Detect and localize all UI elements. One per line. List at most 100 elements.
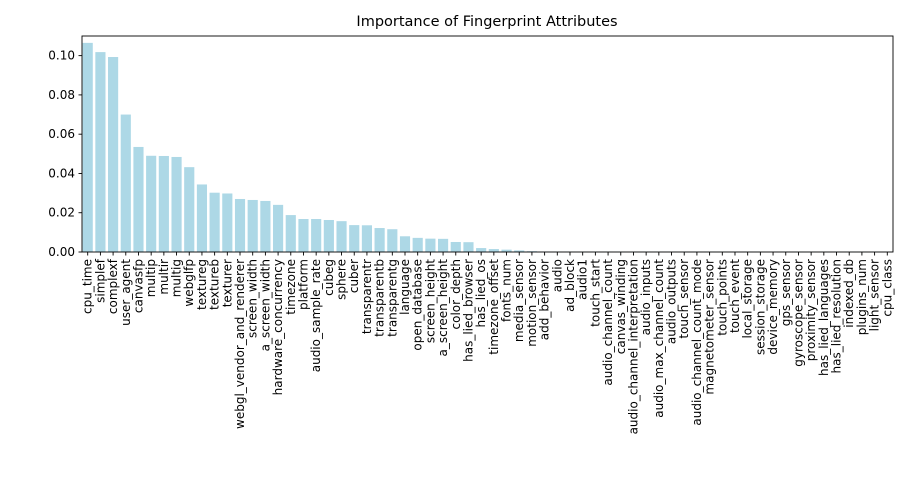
x-tick-label: timezone_offset [487, 259, 501, 355]
x-tick-label: language [398, 259, 412, 315]
chart-title: Importance of Fingerprint Attributes [356, 14, 617, 30]
y-tick-label: 0.00 [48, 245, 75, 259]
x-axis-ticks: cpu_timesimplefcomplexfuser_agentcanvasf… [81, 252, 894, 434]
x-tick-label: cpu_class [880, 259, 894, 317]
bar-multig [171, 156, 182, 252]
x-tick-label: proximity_sensor [804, 259, 818, 361]
x-tick-label: canvas_winding [614, 259, 628, 354]
x-tick-label: timezone [284, 259, 298, 315]
x-tick-label: audio_channel_count [601, 259, 615, 386]
x-tick-label: has_lied_os [474, 259, 488, 327]
bar-platform [298, 219, 309, 252]
x-tick-label: hardware_concurrency [271, 259, 285, 395]
x-tick-label: textureb [208, 259, 222, 310]
x-tick-label: transparentr [360, 259, 374, 334]
x-tick-label: magnetometer_sensor [703, 259, 717, 395]
x-tick-label: a_screen_height [436, 259, 450, 357]
bar-transparentr [361, 225, 372, 252]
bar-has_lied_os [476, 248, 487, 252]
bar-a_screen_height [438, 238, 449, 252]
bar-simplef [95, 52, 106, 252]
x-tick-label: simplef [93, 258, 107, 303]
x-tick-label: screen_height [423, 259, 437, 343]
bars-group [82, 42, 893, 253]
x-tick-label: add_behavior [538, 259, 552, 340]
bar-complexf [108, 57, 119, 253]
bar-textureb [209, 192, 220, 252]
x-tick-label: has_lied_languages [817, 259, 831, 376]
x-tick-label: texturer [220, 259, 234, 307]
x-tick-label: indexed_db [842, 259, 856, 328]
y-axis-ticks: 0.00 0.02 0.04 0.06 0.08 0.10 [48, 49, 82, 259]
bar-sphere [336, 221, 347, 252]
x-tick-label: audio_sample_rate [309, 259, 323, 372]
x-tick-label: gyroscope_sensor [791, 259, 805, 367]
x-tick-label: webgl_vendor_and_renderer [233, 259, 247, 429]
bar-user_agent [120, 114, 131, 252]
bar-textureg [196, 184, 208, 252]
bar-cpu_time [82, 42, 93, 253]
bar-language [399, 236, 411, 252]
y-tick-label: 0.02 [48, 206, 75, 220]
x-tick-label: sphere [335, 259, 349, 300]
bar-screen_width [247, 199, 258, 252]
bar-texturer [222, 193, 233, 252]
bar-transparentg [387, 229, 398, 252]
bar-webgl_vendor_and_renderer [234, 198, 246, 252]
x-tick-label: transparentg [385, 259, 399, 337]
bar-audio_sample_rate [311, 219, 322, 252]
bar-open_database [412, 237, 423, 252]
bar-multip [146, 155, 157, 252]
x-tick-label: session_storage [753, 259, 767, 355]
x-tick-label: platform [296, 259, 310, 310]
x-tick-label: ad_block [563, 259, 577, 312]
x-tick-label: touch_points [715, 259, 729, 336]
x-tick-label: multip [144, 259, 158, 297]
x-tick-label: canvasfp [131, 259, 145, 313]
plot-frame [81, 35, 894, 253]
bar-multir [158, 155, 169, 252]
bar-cubeg [323, 219, 334, 252]
bar-screen_height [425, 238, 436, 252]
x-tick-label: audio_channel_count_mode [690, 259, 704, 426]
x-tick-label: multig [170, 259, 184, 297]
x-tick-label: cpu_time [81, 259, 95, 314]
x-tick-label: device_memory [766, 259, 780, 355]
x-tick-label: transparentb [373, 259, 387, 337]
bar-a_screen_width [260, 200, 271, 252]
bar-hardware_concurrency [273, 204, 284, 252]
bar-webglfp [184, 167, 195, 252]
y-tick-label: 0.04 [48, 166, 75, 180]
bar-color_depth [450, 241, 461, 252]
x-tick-label: gps_sensor [779, 259, 793, 326]
bar-has_lied_browser [463, 242, 474, 252]
bar-fonts_num [501, 249, 512, 252]
x-tick-label: open_database [411, 259, 425, 351]
x-tick-label: audio1 [576, 259, 590, 300]
x-tick-label: plugins_num [855, 259, 869, 335]
bar-transparentb [374, 228, 385, 252]
x-tick-label: local_storage [741, 259, 755, 339]
x-tick-label: cuber [347, 259, 361, 293]
x-tick-label: has_lied_resolution [830, 259, 844, 373]
x-tick-label: touch_event [728, 259, 742, 333]
x-tick-label: textureg [195, 259, 209, 310]
x-tick-label: audio_max_channel_count [652, 259, 666, 418]
x-tick-label: light_sensor [868, 259, 882, 331]
x-tick-label: motion_sensor [525, 259, 539, 347]
y-tick-label: 0.10 [48, 49, 75, 63]
x-tick-label: multir [157, 259, 171, 295]
x-tick-label: webglfp [182, 259, 196, 307]
y-tick-label: 0.08 [48, 88, 75, 102]
x-tick-label: touch_sensor [677, 259, 691, 339]
bar-timezone [285, 215, 296, 252]
x-tick-label: media_sensor [512, 259, 526, 342]
x-tick-label: touch_start [588, 259, 602, 327]
x-tick-label: audio [550, 259, 564, 292]
x-tick-label: color_depth [449, 259, 463, 329]
x-tick-label: audio_channel_interpretation [626, 259, 640, 434]
bar-cuber [349, 225, 360, 252]
bar-timezone_offset [488, 249, 499, 252]
x-tick-label: screen_width [246, 259, 260, 338]
x-tick-label: audio_outputs [665, 259, 679, 344]
